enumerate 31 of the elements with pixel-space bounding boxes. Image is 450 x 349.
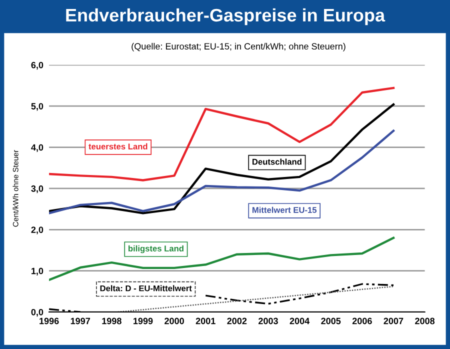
y-tick-label: 4,0 (31, 144, 44, 152)
line-series (49, 130, 395, 214)
series-label: biligstes Land (128, 245, 184, 254)
x-tick-label: 1998 (102, 318, 122, 324)
line-series (49, 86, 395, 182)
y-tick-label: 6,0 (31, 62, 44, 70)
series-label: Delta: D - EU-Mittelwert (100, 285, 192, 292)
x-tick-label: 2002 (227, 318, 247, 324)
text: Mittelwert EU-15 (252, 206, 317, 213)
y-tick-label: 5,0 (31, 103, 44, 111)
x-tick-label: 2006 (352, 318, 372, 324)
y-tick-label: 1,0 (32, 268, 44, 276)
text: teuerstes Land (88, 143, 148, 150)
x-tick-label: 2008 (415, 318, 435, 324)
y-tick-label: 0,0 (31, 308, 44, 317)
y-tick-label: 2,0 (31, 226, 44, 234)
x-tick-label: 1996 (40, 318, 59, 324)
chart-subtitle: (Quelle: Eurostat; EU-15; in Cent/kWh; ohne Steuern) (132, 42, 346, 52)
x-tick-label: 2003 (258, 318, 278, 324)
x-tick-label: 1999 (134, 318, 153, 324)
line-series (49, 103, 395, 214)
y-tick-label: 3,0 (31, 185, 44, 194)
line-series (49, 236, 395, 281)
chart-title: Endverbraucher-Gaspreise in Europa (66, 8, 386, 26)
x-tick-label: 2001 (196, 318, 216, 324)
series-label: Deutschland (252, 158, 302, 165)
x-tick-label: 1997 (70, 318, 90, 324)
x-tick-label: 2005 (321, 318, 341, 324)
x-tick-label: 2000 (164, 318, 184, 324)
x-tick-label: 2007 (384, 318, 404, 324)
x-tick-label: 2004 (290, 318, 310, 324)
